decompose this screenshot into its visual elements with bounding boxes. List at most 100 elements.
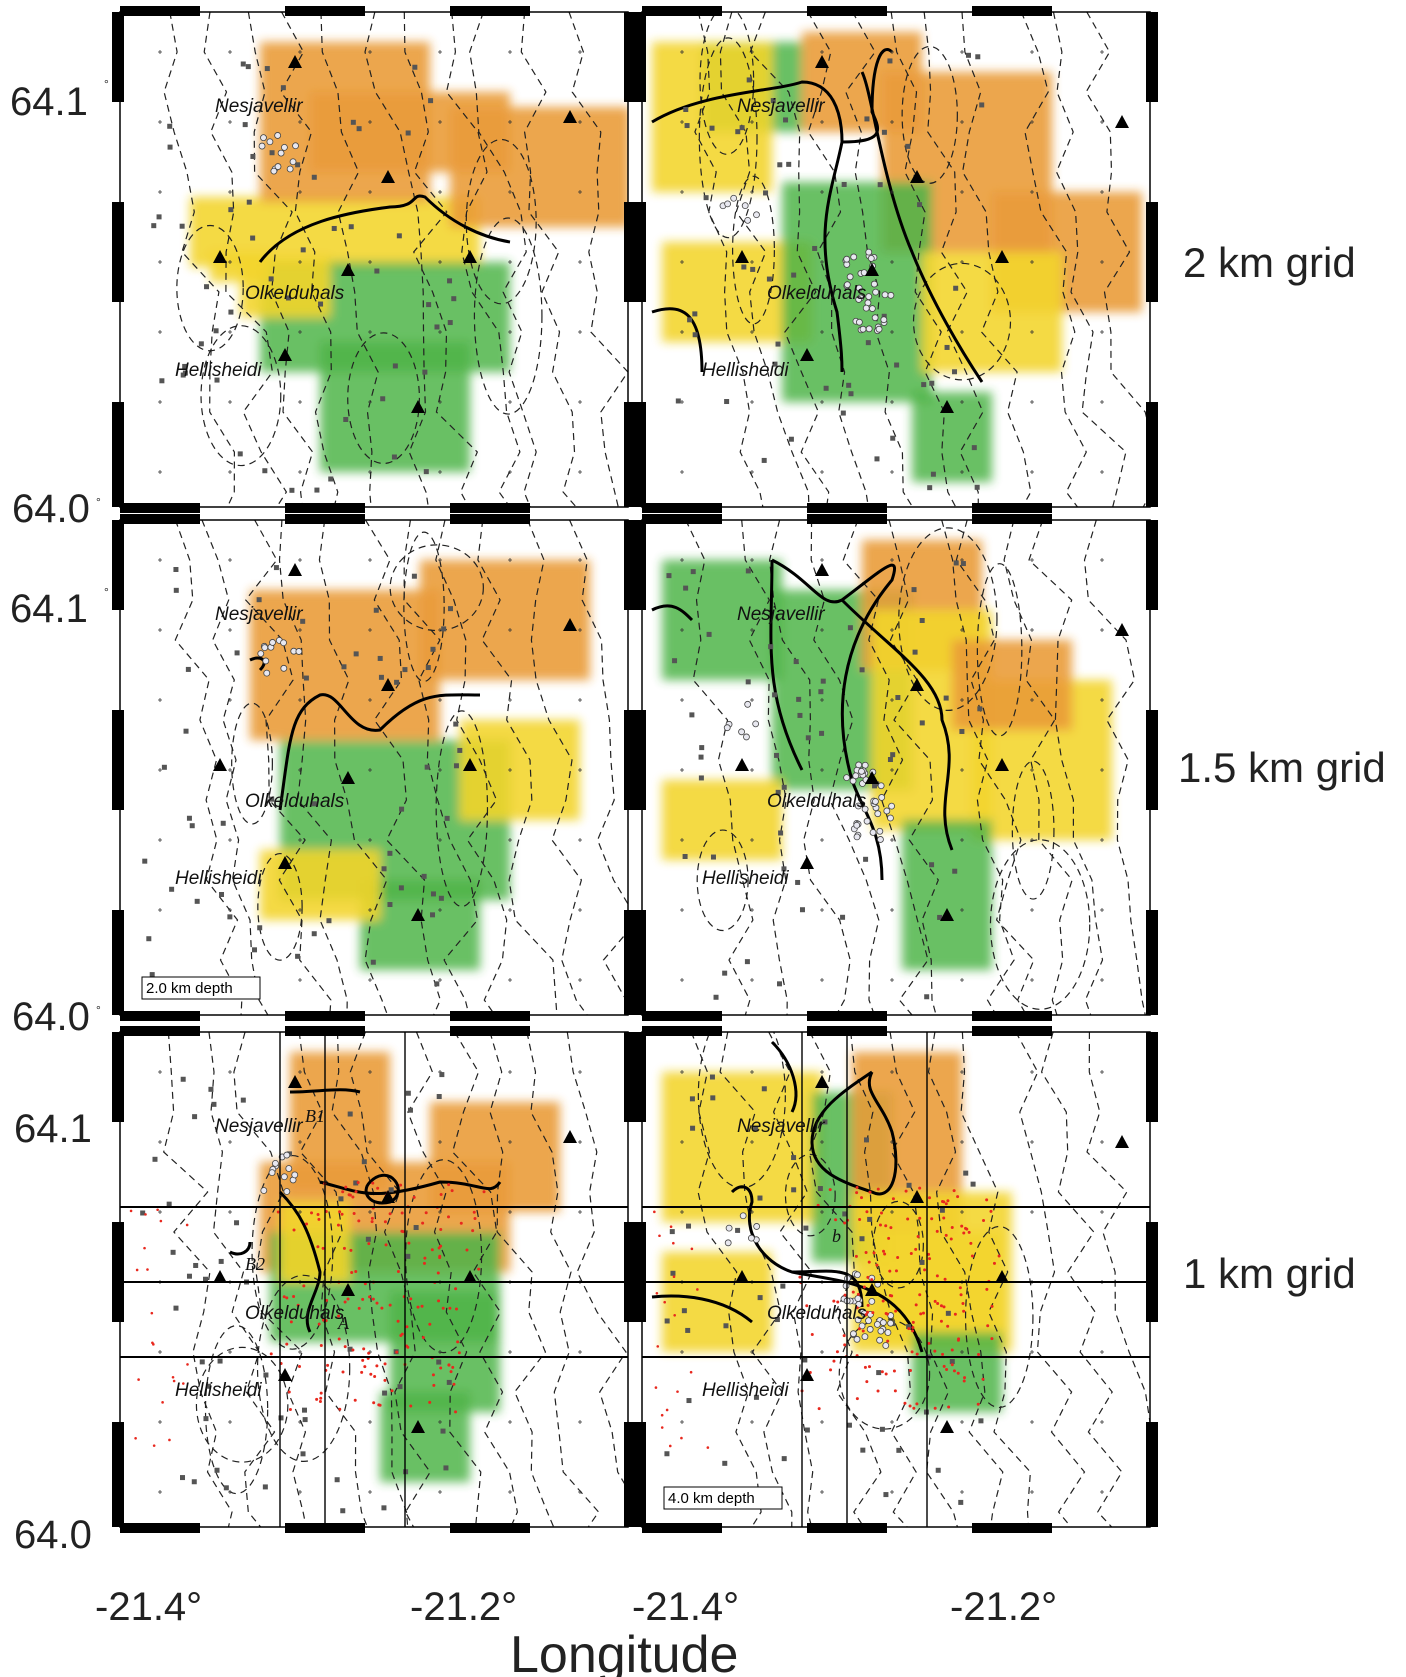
square-icon — [896, 1447, 902, 1453]
square-icon — [302, 1417, 308, 1423]
well-markers — [675, 52, 985, 491]
triangle-icon — [735, 1270, 749, 1283]
zero-contour-lines — [651, 48, 984, 383]
square-icon — [935, 1467, 941, 1473]
square-icon — [214, 1467, 220, 1473]
circle-icon — [268, 1169, 276, 1177]
triangle-icon — [381, 678, 395, 691]
triangle-icon — [341, 771, 355, 784]
square-icon — [753, 1394, 759, 1400]
square-icon — [859, 667, 865, 673]
triangle-icon — [940, 1420, 954, 1433]
square-icon — [692, 311, 698, 317]
square-icon — [234, 650, 240, 656]
square-icon — [664, 1451, 670, 1457]
square-icon — [781, 784, 787, 790]
circle-icon — [865, 325, 873, 333]
square-icon — [311, 931, 317, 937]
circle-icon — [887, 291, 895, 299]
square-icon — [192, 1114, 198, 1120]
place-hellisheidi: Hellisheidi — [702, 1380, 789, 1401]
circle-icon — [266, 138, 274, 146]
square-icon — [189, 823, 195, 829]
map-panel-3-2: Nesjavellir Olkelduhals Hellisheidi b 4.0 km… — [634, 1026, 1158, 1533]
square-icon — [219, 891, 225, 897]
square-icon — [151, 223, 157, 229]
circle-icon — [263, 669, 271, 677]
square-icon — [890, 435, 896, 441]
square-icon — [766, 276, 772, 282]
circle-icon — [743, 733, 750, 741]
square-icon — [975, 54, 981, 60]
square-icon — [242, 122, 248, 128]
square-icon — [952, 868, 958, 874]
circle-icon — [852, 772, 860, 780]
map-panel-1-2: Nesjavellir Olkelduhals Hellisheidi — [634, 6, 1158, 513]
square-icon — [381, 1505, 387, 1511]
svg-text:°: ° — [96, 495, 101, 509]
square-icon — [380, 396, 386, 402]
square-icon — [777, 981, 783, 987]
circle-icon — [869, 829, 877, 836]
circle-icon — [274, 132, 282, 139]
square-icon — [666, 573, 672, 579]
square-icon — [140, 1210, 146, 1216]
circle-icon — [867, 255, 875, 262]
square-icon — [220, 820, 226, 826]
zero-contour-lines — [258, 194, 511, 263]
circle-icon — [858, 1322, 866, 1330]
square-icon — [960, 561, 966, 567]
circle-icon — [724, 1239, 732, 1247]
place-nesjavellir: Nesjavellir — [737, 604, 825, 625]
square-icon — [675, 398, 681, 404]
square-icon — [823, 385, 829, 391]
panel-border-ticks — [112, 514, 636, 1021]
circle-icon — [272, 1159, 279, 1167]
triangle-icon — [735, 758, 749, 771]
square-icon — [217, 1358, 223, 1364]
svg-text:°: ° — [104, 585, 109, 599]
circle-icon — [853, 833, 861, 841]
square-icon — [348, 224, 354, 230]
velocity-anomaly-field — [250, 560, 590, 970]
square-icon — [669, 1229, 675, 1235]
map-panel-1-1: Nesjavellir Olkelduhals Hellisheidi — [112, 6, 636, 513]
square-icon — [211, 1101, 217, 1107]
square-icon — [919, 720, 925, 726]
square-icon — [159, 378, 165, 384]
square-icon — [863, 856, 869, 862]
square-icon — [763, 190, 769, 196]
square-icon — [301, 1407, 307, 1413]
square-icon — [805, 735, 811, 741]
square-icon — [686, 1398, 692, 1404]
square-icon — [952, 369, 958, 375]
circle-icon — [842, 1282, 850, 1290]
square-icon — [971, 445, 977, 451]
square-icon — [167, 123, 173, 129]
circle-icon — [887, 1319, 894, 1327]
circle-icon — [846, 273, 854, 281]
grid-nodes — [158, 50, 582, 474]
circle-icon — [865, 293, 873, 300]
square-icon — [820, 678, 826, 684]
square-icon — [890, 752, 896, 758]
square-icon — [262, 1484, 268, 1490]
square-icon — [391, 454, 397, 460]
place-olkelduhals: Olkelduhals — [767, 283, 867, 304]
square-icon — [447, 278, 453, 284]
square-icon — [214, 377, 220, 383]
square-icon — [929, 862, 935, 868]
place-olkelduhals: Olkelduhals — [767, 1303, 867, 1324]
square-icon — [407, 1107, 413, 1113]
circle-icon — [261, 644, 269, 651]
square-icon — [303, 675, 309, 681]
square-icon — [370, 959, 376, 965]
circle-icon — [861, 805, 869, 813]
square-icon — [796, 696, 802, 702]
square-icon — [778, 830, 784, 836]
place-olkelduhals: Olkelduhals — [245, 1303, 345, 1324]
circle-icon — [883, 807, 891, 815]
well-markers — [151, 61, 457, 493]
square-icon — [690, 569, 696, 575]
